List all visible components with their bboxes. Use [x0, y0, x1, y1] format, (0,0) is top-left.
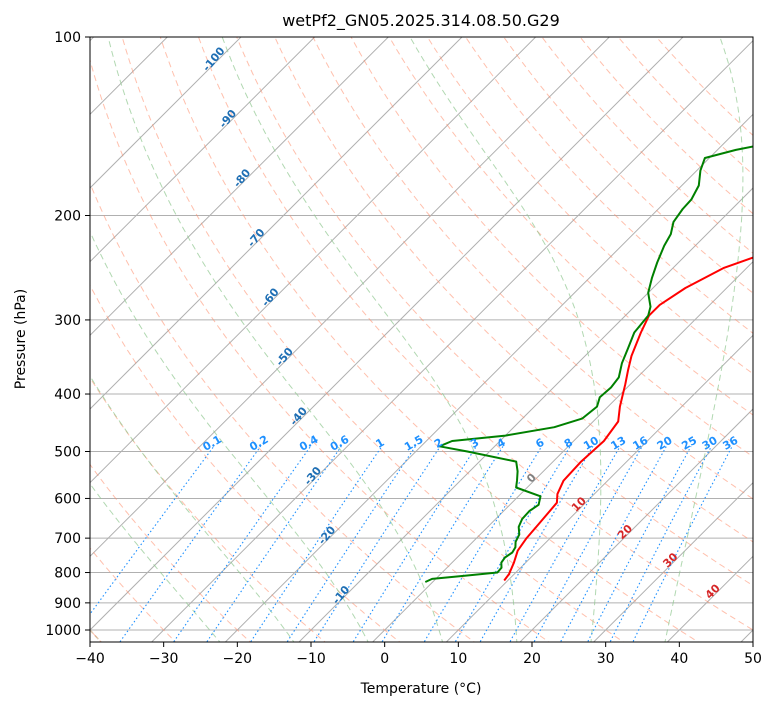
dry-adiabat-line	[90, 58, 550, 642]
mixing-ratio-line	[286, 445, 416, 642]
mixing-ratio-line	[172, 445, 312, 642]
y-tick-label: 400	[54, 387, 81, 403]
mixing-ratio-line	[381, 446, 504, 642]
mixing-ratio-line	[352, 445, 477, 642]
moist-adiabat-line	[90, 482, 221, 642]
temperature-profile-line	[503, 256, 753, 582]
dry-adiabat-line	[90, 181, 476, 642]
x-tick-label: 40	[670, 651, 688, 667]
dry-adiabat-line	[121, 37, 625, 642]
dewpoint-profile-line	[424, 145, 753, 583]
moist-adiabat-line	[221, 37, 518, 642]
y-tick-label: 500	[54, 444, 81, 460]
isotherm-line	[445, 334, 753, 642]
axes: −40 −30 −20 −10 0 10 20 30 40 50 100 200 300 400 500 60…	[45, 30, 762, 667]
moist-adiabat-line	[90, 230, 369, 642]
isotherm-line	[90, 37, 242, 189]
moist-adiabat-line	[90, 375, 295, 642]
y-tick-label: 600	[54, 491, 81, 507]
dry-adiabat-line	[90, 376, 326, 642]
isotherm-line	[150, 39, 753, 642]
x-tick-label: 50	[744, 651, 762, 667]
y-tick-label: 100	[54, 30, 81, 46]
isotherm-line	[592, 481, 753, 642]
x-tick-label: 30	[597, 651, 615, 667]
isotherm-line	[90, 37, 390, 337]
y-tick-label: 800	[54, 566, 81, 582]
mixing-ratio-line	[206, 445, 342, 642]
moist-adiabat-line	[664, 37, 744, 642]
dry-adiabat-line	[197, 37, 753, 631]
x-tick-label: −10	[296, 651, 326, 667]
dry-adiabat-line	[90, 463, 252, 642]
isotherm-line	[90, 37, 684, 631]
y-axis-label: Pressure (hPa)	[13, 289, 29, 389]
y-tick-label: 300	[54, 313, 81, 329]
background-lines	[90, 37, 753, 642]
isotherm-line	[90, 37, 316, 263]
moist-adiabat-line	[409, 37, 602, 642]
isotherm-line	[90, 37, 537, 484]
mixing-ratio-line	[313, 445, 441, 642]
y-tick-label: 900	[54, 596, 81, 612]
chart-title: wetPf2_GN05.2025.314.08.50.G29	[282, 11, 560, 31]
y-tick-label: 200	[54, 209, 81, 225]
isotherm-line	[298, 187, 753, 642]
y-tick-label: 1000	[45, 623, 81, 639]
isotherm-line	[90, 37, 463, 410]
isotherm-line	[371, 260, 753, 642]
mixing-ratio-line	[119, 445, 262, 642]
mixing-ratio-line	[423, 446, 543, 642]
mixing-ratio-line	[479, 446, 594, 642]
isotherm-line	[90, 37, 611, 558]
x-tick-label: −30	[149, 651, 179, 667]
mixing-ratio-line	[586, 446, 692, 642]
plot-frame	[89, 36, 754, 643]
x-tick-label: −40	[75, 651, 105, 667]
sounding-profiles	[424, 145, 753, 583]
moist-adiabat-line	[107, 37, 444, 642]
x-tick-label: 10	[449, 651, 467, 667]
dry-adiabat-line	[90, 284, 401, 642]
mixing-ratio-line	[249, 445, 383, 642]
y-tick-label: 700	[54, 531, 81, 547]
x-axis-label: Temperature (°C)	[360, 681, 482, 697]
x-tick-label: 0	[380, 651, 389, 667]
isotherm-line	[519, 408, 753, 642]
mixing-ratio-line	[509, 446, 621, 642]
x-tick-label: −20	[223, 651, 253, 667]
mixing-ratio-line	[454, 446, 571, 642]
x-tick-label: 20	[523, 651, 541, 667]
mixing-ratio-line	[609, 446, 712, 642]
